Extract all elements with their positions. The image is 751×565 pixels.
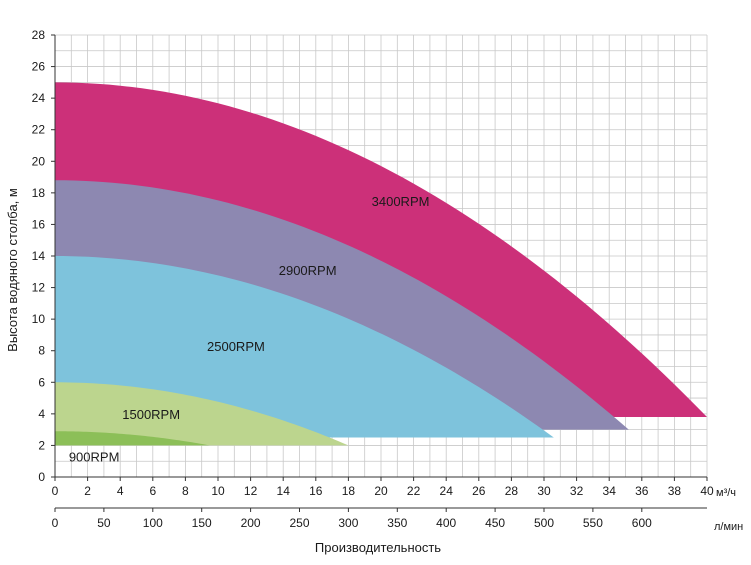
x-tick-label: 6 — [149, 484, 156, 498]
series-label-900rpm: 900RPM — [69, 449, 120, 464]
y-tick-label: 12 — [32, 281, 46, 295]
x2-tick-label: 150 — [192, 516, 212, 530]
series-label-2500rpm: 2500RPM — [207, 339, 265, 354]
x2-tick-label: 200 — [241, 516, 261, 530]
y-tick-label: 20 — [32, 154, 46, 168]
x-tick-label: 8 — [182, 484, 189, 498]
x2-tick-label: 600 — [632, 516, 652, 530]
x-axis-unit: м³/ч — [716, 487, 736, 499]
x2-tick-label: 400 — [436, 516, 456, 530]
x2-tick-label: 550 — [583, 516, 603, 530]
axes — [51, 34, 708, 512]
x-tick-label: 22 — [407, 484, 421, 498]
y-tick-label: 22 — [32, 123, 46, 137]
x-tick-label: 12 — [244, 484, 258, 498]
series-label-2900rpm: 2900RPM — [279, 263, 337, 278]
series-area-900rpm — [55, 431, 210, 446]
x-tick-label: 20 — [374, 484, 388, 498]
y-tick-label: 6 — [38, 375, 45, 389]
y-tick-label: 2 — [38, 438, 45, 452]
x2-tick-label: 50 — [97, 516, 111, 530]
series-label-3400rpm: 3400RPM — [372, 194, 430, 209]
y-axis-label: Высота водяного столба, м — [5, 188, 20, 352]
x-tick-label: 14 — [277, 484, 291, 498]
x-tick-label: 30 — [537, 484, 551, 498]
x2-tick-label: 250 — [289, 516, 309, 530]
x-tick-label: 10 — [211, 484, 225, 498]
x-tick-label: 0 — [52, 484, 59, 498]
y-tick-label: 8 — [38, 344, 45, 358]
x-tick-label: 18 — [342, 484, 356, 498]
x2-tick-label: 300 — [338, 516, 358, 530]
x-axis-label: Производительность — [315, 540, 441, 555]
y-tick-label: 28 — [32, 28, 46, 42]
series-labels: 3400RPM 2900RPM 2500RPM 1500RPM 900RPM — [69, 194, 430, 465]
series-label-1500rpm: 1500RPM — [122, 407, 180, 422]
x-tick-label: 24 — [440, 484, 454, 498]
series-area-2500rpm — [55, 256, 554, 438]
x-tick-label: 28 — [505, 484, 519, 498]
x-tick-label: 40 — [700, 484, 714, 498]
y-tick-label: 24 — [32, 91, 46, 105]
x2-tick-label: 100 — [143, 516, 163, 530]
x2-tick-label: 0 — [52, 516, 59, 530]
x-tick-label: 26 — [472, 484, 486, 498]
x2-tick-label: 500 — [534, 516, 554, 530]
x2-tick-label: 350 — [387, 516, 407, 530]
x-tick-label: 36 — [635, 484, 649, 498]
x-tick-label: 2 — [84, 484, 91, 498]
y-tick-label: 4 — [38, 407, 45, 421]
x-tick-label: 34 — [603, 484, 617, 498]
y-tick-label: 18 — [32, 186, 46, 200]
y-tick-label: 10 — [32, 312, 46, 326]
x-tick-label: 32 — [570, 484, 584, 498]
x2-axis-unit: л/мин — [714, 521, 743, 533]
x-tick-label: 38 — [668, 484, 682, 498]
y-tick-label: 14 — [32, 249, 46, 263]
y-tick-label: 0 — [38, 470, 45, 484]
x-tick-label: 16 — [309, 484, 323, 498]
series-areas — [55, 82, 707, 446]
y-tick-label: 16 — [32, 217, 46, 231]
series-area-1500rpm — [55, 382, 349, 446]
y-tick-label: 26 — [32, 60, 46, 74]
x-tick-label: 4 — [117, 484, 124, 498]
x2-tick-label: 450 — [485, 516, 505, 530]
